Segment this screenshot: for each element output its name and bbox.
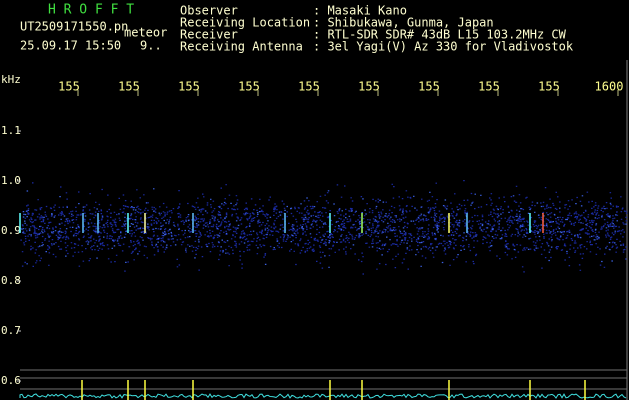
field-label: Receiving Location [180,16,310,30]
left-tick-label: 1.0 [1,174,21,187]
field-value: : RTL-SDR SDR# 43dB L15 103.2MHz CW [313,28,567,42]
field-value: : Masaki Kano [313,4,407,18]
extra: 9.. [140,39,162,53]
datetime: 25.09.17 15:50 [20,39,121,53]
file-name: UT2509171550.pn [20,20,128,34]
mode: meteor [124,26,167,40]
top-tick-label: 155 [298,80,320,94]
left-tick-label: 0.8 [1,274,21,287]
top-tick-label: 155 [418,80,440,94]
field-value: : 3el Yagi(V) Az 330 for Vladivostok [313,40,574,54]
top-tick-label: 155 [58,80,80,94]
left-tick-label: 0.9 [1,224,21,237]
field-label: Observer [180,4,238,18]
top-tick-label: 155 [178,80,200,94]
top-tick-label: 155 [538,80,560,94]
field-value: : Shibukawa, Gunma, Japan [313,16,494,30]
top-tick-label: 1600 [595,80,624,94]
field-label: Receiving Antenna [180,40,303,54]
noise [21,188,627,268]
app-name: H R O F F T [48,3,134,18]
left-tick-label: 0.7 [1,324,21,337]
left-tick-label: 1.1 [1,124,21,137]
top-tick-label: 155 [358,80,380,94]
noise [20,180,628,275]
signal-trace [19,393,627,399]
left-tick-label: 0.6 [1,374,21,387]
top-tick-label: 155 [478,80,500,94]
unit-label: kHz [1,73,21,86]
top-tick-label: 155 [238,80,260,94]
top-tick-label: 155 [118,80,140,94]
field-label: Receiver [180,28,238,42]
